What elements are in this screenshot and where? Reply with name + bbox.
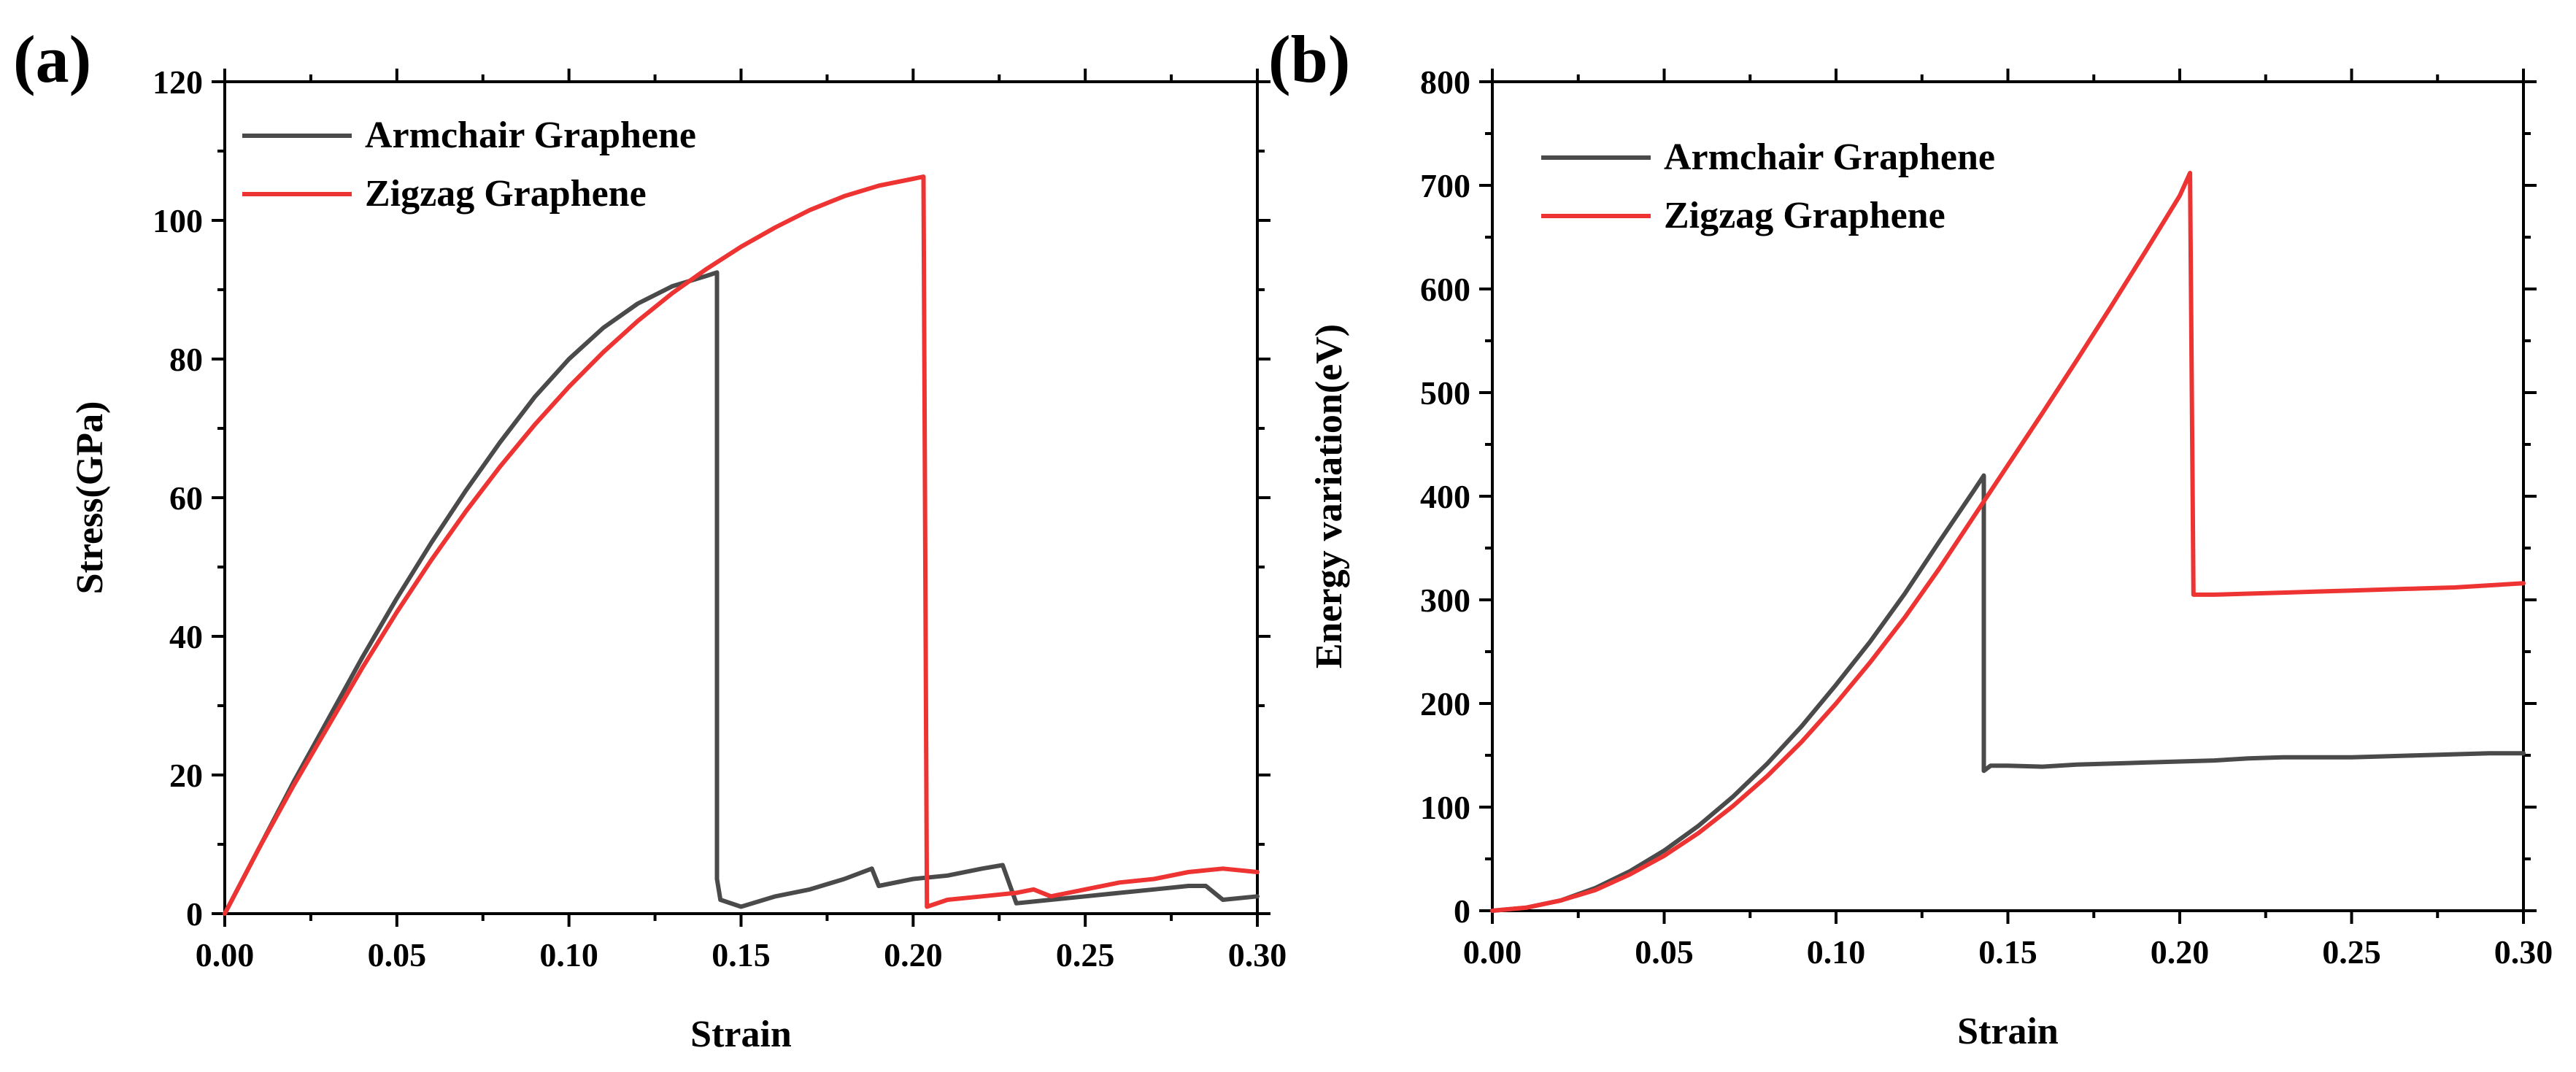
panel-b-legend-label: Zigzag Graphene (1664, 195, 1946, 236)
panel-a-x-tick-label: 0.30 (1228, 936, 1287, 973)
panel-b-y-tick-label: 200 (1420, 685, 1470, 722)
panel-a-x-tick-label: 0.10 (539, 936, 598, 973)
panel-a-y-tick-label: 20 (169, 757, 203, 794)
panel-b-y-tick-label: 300 (1420, 582, 1470, 619)
panel-a-y-tick-label: 40 (169, 618, 203, 655)
panel-b-x-tick-label: 0.10 (1807, 933, 1866, 971)
panel-b-series-line-armchair (1490, 473, 2526, 913)
panel-a-y-tick-label: 120 (153, 63, 203, 101)
panel-b-y-tick-label: 800 (1420, 63, 1470, 101)
panel-a-y-tick-label: 60 (169, 479, 203, 517)
panel-a-y-tick-label: 80 (169, 341, 203, 378)
panel-a-y-tick-label: 0 (186, 895, 203, 933)
panel-b-x-tick-label: 0.05 (1635, 933, 1694, 971)
panel-a-y-tick-label: 100 (153, 202, 203, 239)
panel-b-y-tick-label: 700 (1420, 167, 1470, 204)
panel-b-y-tick-label: 600 (1420, 271, 1470, 308)
panel-b-x-tick-label: 0.20 (2151, 933, 2210, 971)
panel-a-x-tick-label: 0.25 (1056, 936, 1115, 973)
panel-a-x-axis-label: Strain (690, 1014, 792, 1055)
panel-a-x-tick-label: 0.05 (368, 936, 427, 973)
panel-b-y-tick-label: 500 (1420, 374, 1470, 412)
panel-b-panel-label: (b) (1268, 22, 1350, 96)
panel-a-legend-label: Zigzag Graphene (365, 173, 647, 215)
panel-b-x-tick-label: 0.00 (1463, 933, 1522, 971)
panel-a-series-line-armchair (223, 270, 1260, 916)
panel-a-x-tick-label: 0.20 (884, 936, 943, 973)
panel-b-y-axis-label: Energy variation(eV) (1308, 324, 1350, 668)
panel-a-y-axis-label: Stress(GPa) (69, 401, 111, 595)
panel-b-plot-frame (1491, 80, 2525, 912)
panel-b-y-tick-label: 100 (1420, 789, 1470, 826)
panel-b-x-tick-label: 0.15 (1978, 933, 2037, 971)
panel-b-series-line-zigzag (1490, 171, 2526, 913)
panel-a-panel-label: (a) (13, 22, 91, 96)
panel-a-x-tick-label: 0.15 (712, 936, 771, 973)
panel-a-legend-label: Armchair Graphene (365, 115, 696, 156)
panel-b-legend-label: Armchair Graphene (1664, 136, 1995, 178)
panel-b-y-tick-label: 400 (1420, 478, 1470, 515)
panel-b-x-tick-label: 0.30 (2494, 933, 2553, 971)
panel-b-y-tick-label: 0 (1454, 892, 1470, 930)
panel-a-series-line-zigzag (223, 174, 1260, 916)
panel-b-x-axis-label: Strain (1957, 1011, 2059, 1052)
panel-a-x-tick-label: 0.00 (196, 936, 255, 973)
panel-b-x-tick-label: 0.25 (2322, 933, 2381, 971)
